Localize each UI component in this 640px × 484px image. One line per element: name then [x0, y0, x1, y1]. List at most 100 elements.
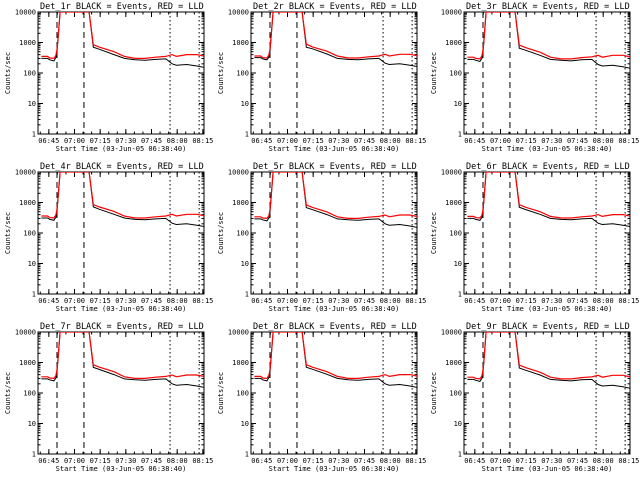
y-tick-label: 1	[458, 451, 462, 459]
x-tick-label: 06:45	[38, 137, 59, 145]
y-tick-label: 1	[458, 131, 462, 139]
chart-title: Det_3r BLACK = Events, RED = LLD	[466, 2, 630, 12]
x-tick-label: 07:45	[354, 297, 375, 305]
y-tick-label: 100	[449, 390, 462, 398]
y-tick-label: 100	[236, 390, 249, 398]
x-tick-label: 08:15	[405, 137, 426, 145]
x-tick-label: 08:15	[618, 297, 639, 305]
x-tick-label: 06:45	[464, 457, 485, 465]
chart-panel-7: Det_7r BLACK = Events, RED = LLD 1 10 100 10…	[4, 322, 213, 473]
chart-title: Det_9r BLACK = Events, RED = LLD	[466, 322, 630, 332]
y-tick-label: 1000	[19, 359, 36, 367]
y-axis-label: Counts/sec	[430, 372, 438, 414]
plot-frame	[250, 11, 418, 135]
x-tick-label: 07:15	[90, 137, 111, 145]
series-line-lld	[467, 332, 630, 380]
x-axis-label: Start Time (03-Jun-05 06:38:40)	[56, 465, 187, 473]
x-tick-label: 07:30	[328, 457, 349, 465]
chart-panel-5: Det_5r BLACK = Events, RED = LLD 1 10 100 10…	[217, 162, 426, 313]
x-tick-label: 07:15	[303, 457, 324, 465]
y-tick-label: 1000	[232, 359, 249, 367]
y-tick-label: 10	[454, 100, 462, 108]
x-tick-label: 06:45	[251, 137, 272, 145]
y-tick-label: 10	[241, 420, 249, 428]
x-tick-label: 07:15	[303, 137, 324, 145]
x-axis-label: Start Time (03-Jun-05 06:38:40)	[482, 465, 613, 473]
series-line-events	[254, 332, 417, 388]
x-tick-label: 07:15	[516, 137, 537, 145]
y-tick-label: 1000	[445, 39, 462, 47]
y-tick-label: 100	[236, 70, 249, 78]
x-axis-label: Start Time (03-Jun-05 06:38:40)	[482, 145, 613, 153]
series-line-events	[41, 172, 204, 228]
y-tick-label: 100	[23, 390, 36, 398]
x-tick-label: 06:45	[38, 457, 59, 465]
x-tick-label: 08:00	[593, 137, 614, 145]
x-axis-label: Start Time (03-Jun-05 06:38:40)	[269, 305, 400, 313]
x-tick-label: 07:00	[64, 457, 85, 465]
y-tick-label: 1000	[232, 39, 249, 47]
x-tick-label: 08:15	[618, 457, 639, 465]
x-tick-label: 07:15	[516, 457, 537, 465]
chart-title: Det_2r BLACK = Events, RED = LLD	[253, 2, 417, 12]
x-tick-label: 08:00	[380, 297, 401, 305]
x-tick-label: 07:00	[64, 297, 85, 305]
x-tick-label: 08:15	[405, 297, 426, 305]
y-tick-label: 1000	[19, 199, 36, 207]
chart-panel-9: Det_9r BLACK = Events, RED = LLD 1 10 100 10…	[430, 322, 639, 473]
y-axis-label: Counts/sec	[217, 212, 225, 254]
y-axis-label: Counts/sec	[4, 52, 12, 94]
y-axis-label: Counts/sec	[4, 212, 12, 254]
x-tick-label: 08:15	[192, 137, 213, 145]
x-tick-label: 08:00	[167, 137, 188, 145]
series-line-lld	[467, 12, 630, 60]
y-tick-label: 1	[245, 291, 249, 299]
y-tick-label: 100	[449, 70, 462, 78]
y-tick-label: 10000	[441, 329, 462, 337]
chart-title: Det_7r BLACK = Events, RED = LLD	[40, 322, 204, 332]
chart-panel-3: Det_3r BLACK = Events, RED = LLD 1 10 100 10…	[430, 2, 639, 153]
x-tick-label: 07:45	[567, 297, 588, 305]
x-tick-label: 07:00	[277, 297, 298, 305]
y-tick-label: 10000	[228, 169, 249, 177]
series-line-lld	[254, 332, 417, 380]
x-tick-label: 07:45	[567, 137, 588, 145]
x-tick-label: 08:15	[192, 457, 213, 465]
x-tick-label: 07:15	[303, 297, 324, 305]
chart-title: Det_5r BLACK = Events, RED = LLD	[253, 162, 417, 172]
series-line-lld	[254, 12, 417, 59]
x-axis-label: Start Time (03-Jun-05 06:38:40)	[269, 145, 400, 153]
x-tick-label: 06:45	[38, 297, 59, 305]
series-line-lld	[254, 172, 417, 220]
y-tick-label: 10	[28, 100, 36, 108]
x-tick-label: 07:00	[490, 457, 511, 465]
x-tick-label: 07:15	[90, 297, 111, 305]
x-tick-label: 07:45	[141, 457, 162, 465]
y-tick-label: 100	[236, 230, 249, 238]
chart-panel-2: Det_2r BLACK = Events, RED = LLD 1 10 100 10…	[217, 2, 426, 153]
plot-frame	[463, 171, 631, 295]
series-line-lld	[41, 12, 204, 60]
y-tick-label: 10000	[228, 9, 249, 17]
y-tick-label: 100	[23, 230, 36, 238]
x-tick-label: 07:00	[277, 137, 298, 145]
x-tick-label: 06:45	[251, 297, 272, 305]
chart-title: Det_8r BLACK = Events, RED = LLD	[253, 322, 417, 332]
y-axis-label: Counts/sec	[217, 372, 225, 414]
x-tick-label: 06:45	[464, 297, 485, 305]
x-tick-label: 07:45	[354, 457, 375, 465]
x-tick-label: 08:00	[380, 137, 401, 145]
x-tick-label: 08:15	[618, 137, 639, 145]
x-tick-label: 07:30	[328, 137, 349, 145]
x-axis-label: Start Time (03-Jun-05 06:38:40)	[56, 145, 187, 153]
y-tick-label: 1	[458, 291, 462, 299]
chart-panel-6: Det_6r BLACK = Events, RED = LLD 1 10 100 10…	[430, 162, 639, 313]
y-axis-label: Counts/sec	[4, 372, 12, 414]
y-tick-label: 1	[245, 131, 249, 139]
chart-title: Det_1r BLACK = Events, RED = LLD	[40, 2, 204, 12]
y-tick-label: 1000	[19, 39, 36, 47]
x-tick-label: 07:30	[328, 297, 349, 305]
y-tick-label: 10	[454, 420, 462, 428]
x-axis-label: Start Time (03-Jun-05 06:38:40)	[269, 465, 400, 473]
